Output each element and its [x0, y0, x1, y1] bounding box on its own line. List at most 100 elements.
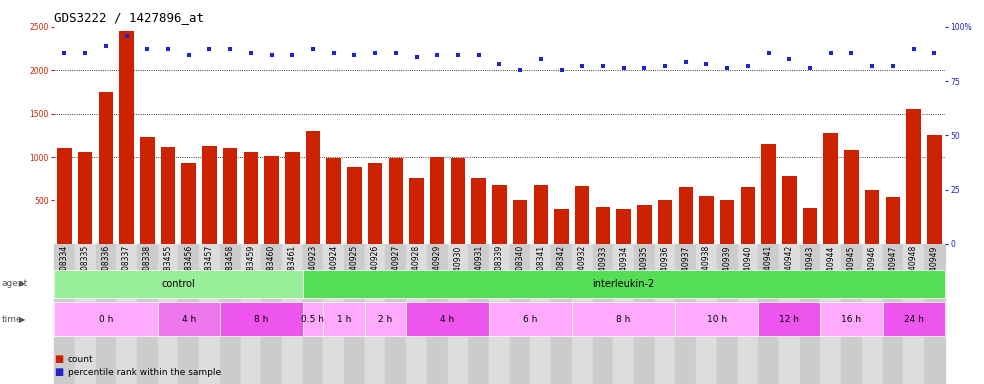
Bar [903, 244, 924, 384]
Bar [451, 158, 465, 244]
Text: 4 h: 4 h [441, 314, 455, 324]
Bar [489, 244, 510, 384]
Point [243, 50, 259, 56]
Bar [240, 244, 261, 384]
Bar [160, 147, 175, 244]
Point [533, 56, 549, 63]
Bar [637, 205, 651, 244]
Bar [261, 244, 282, 384]
Text: 1 h: 1 h [337, 314, 351, 324]
Bar [368, 163, 383, 244]
Text: ▶: ▶ [19, 279, 26, 288]
Bar [116, 244, 137, 384]
Bar [427, 244, 448, 384]
Text: 4 h: 4 h [182, 314, 196, 324]
Bar [306, 131, 320, 244]
Text: agent: agent [2, 279, 29, 288]
Point [470, 52, 486, 58]
Point [864, 63, 880, 69]
Bar [634, 244, 654, 384]
Point [119, 33, 135, 39]
Bar [157, 244, 178, 384]
Point [575, 63, 590, 69]
Text: ■: ■ [54, 354, 63, 364]
Bar [448, 244, 468, 384]
Bar [199, 244, 219, 384]
Point [616, 65, 632, 71]
Bar [386, 244, 406, 384]
Point [264, 52, 279, 58]
Text: control: control [161, 279, 195, 289]
Bar [344, 244, 365, 384]
Bar [720, 200, 734, 244]
Bar [924, 244, 945, 384]
Point [305, 46, 321, 52]
Bar [513, 200, 527, 244]
Point [346, 52, 362, 58]
Bar [303, 244, 324, 384]
Bar [824, 133, 838, 244]
Bar [530, 244, 551, 384]
Point [699, 61, 714, 67]
Bar [575, 186, 589, 244]
Bar [551, 244, 572, 384]
Text: 0 h: 0 h [98, 314, 113, 324]
Text: 0.5 h: 0.5 h [301, 314, 325, 324]
Point [450, 52, 465, 58]
Bar [595, 207, 610, 244]
Point [595, 63, 611, 69]
Bar [658, 200, 672, 244]
Text: 24 h: 24 h [903, 314, 924, 324]
Bar [265, 156, 278, 244]
Bar [533, 185, 548, 244]
Point [429, 52, 445, 58]
Point [513, 67, 528, 73]
Bar [759, 244, 779, 384]
Bar [616, 209, 631, 244]
Text: ▶: ▶ [19, 314, 26, 324]
Bar [181, 163, 196, 244]
Point [926, 50, 942, 56]
Bar [202, 146, 216, 244]
Point [222, 46, 238, 52]
Point [57, 50, 73, 56]
Bar [347, 167, 362, 244]
Point [637, 65, 652, 71]
Bar [95, 244, 116, 384]
Point [98, 43, 114, 50]
Text: 8 h: 8 h [254, 314, 269, 324]
Text: 12 h: 12 h [779, 314, 799, 324]
Bar [841, 244, 862, 384]
Point [781, 56, 797, 63]
Point [408, 54, 424, 60]
Point [388, 50, 403, 56]
Bar [98, 92, 113, 244]
Point [326, 50, 341, 56]
Text: percentile rank within the sample: percentile rank within the sample [68, 368, 221, 377]
Bar [409, 178, 424, 244]
Point [367, 50, 383, 56]
Bar [906, 109, 921, 244]
Bar [471, 178, 486, 244]
Bar [430, 157, 445, 244]
Text: 6 h: 6 h [523, 314, 537, 324]
Bar [468, 244, 489, 384]
Bar [927, 136, 942, 244]
Bar [285, 152, 299, 244]
Bar [75, 244, 95, 384]
Point [823, 50, 838, 56]
Text: interleukin-2: interleukin-2 [592, 279, 654, 289]
Bar [327, 158, 340, 244]
Bar [137, 244, 157, 384]
Bar [821, 244, 841, 384]
Point [761, 50, 776, 56]
Text: GDS3222 / 1427896_at: GDS3222 / 1427896_at [54, 11, 204, 24]
Bar [57, 148, 72, 244]
Bar [510, 244, 530, 384]
Text: 2 h: 2 h [379, 314, 393, 324]
Point [284, 52, 300, 58]
Bar [365, 244, 386, 384]
Bar [700, 196, 713, 244]
Bar [779, 244, 800, 384]
Bar [492, 185, 507, 244]
